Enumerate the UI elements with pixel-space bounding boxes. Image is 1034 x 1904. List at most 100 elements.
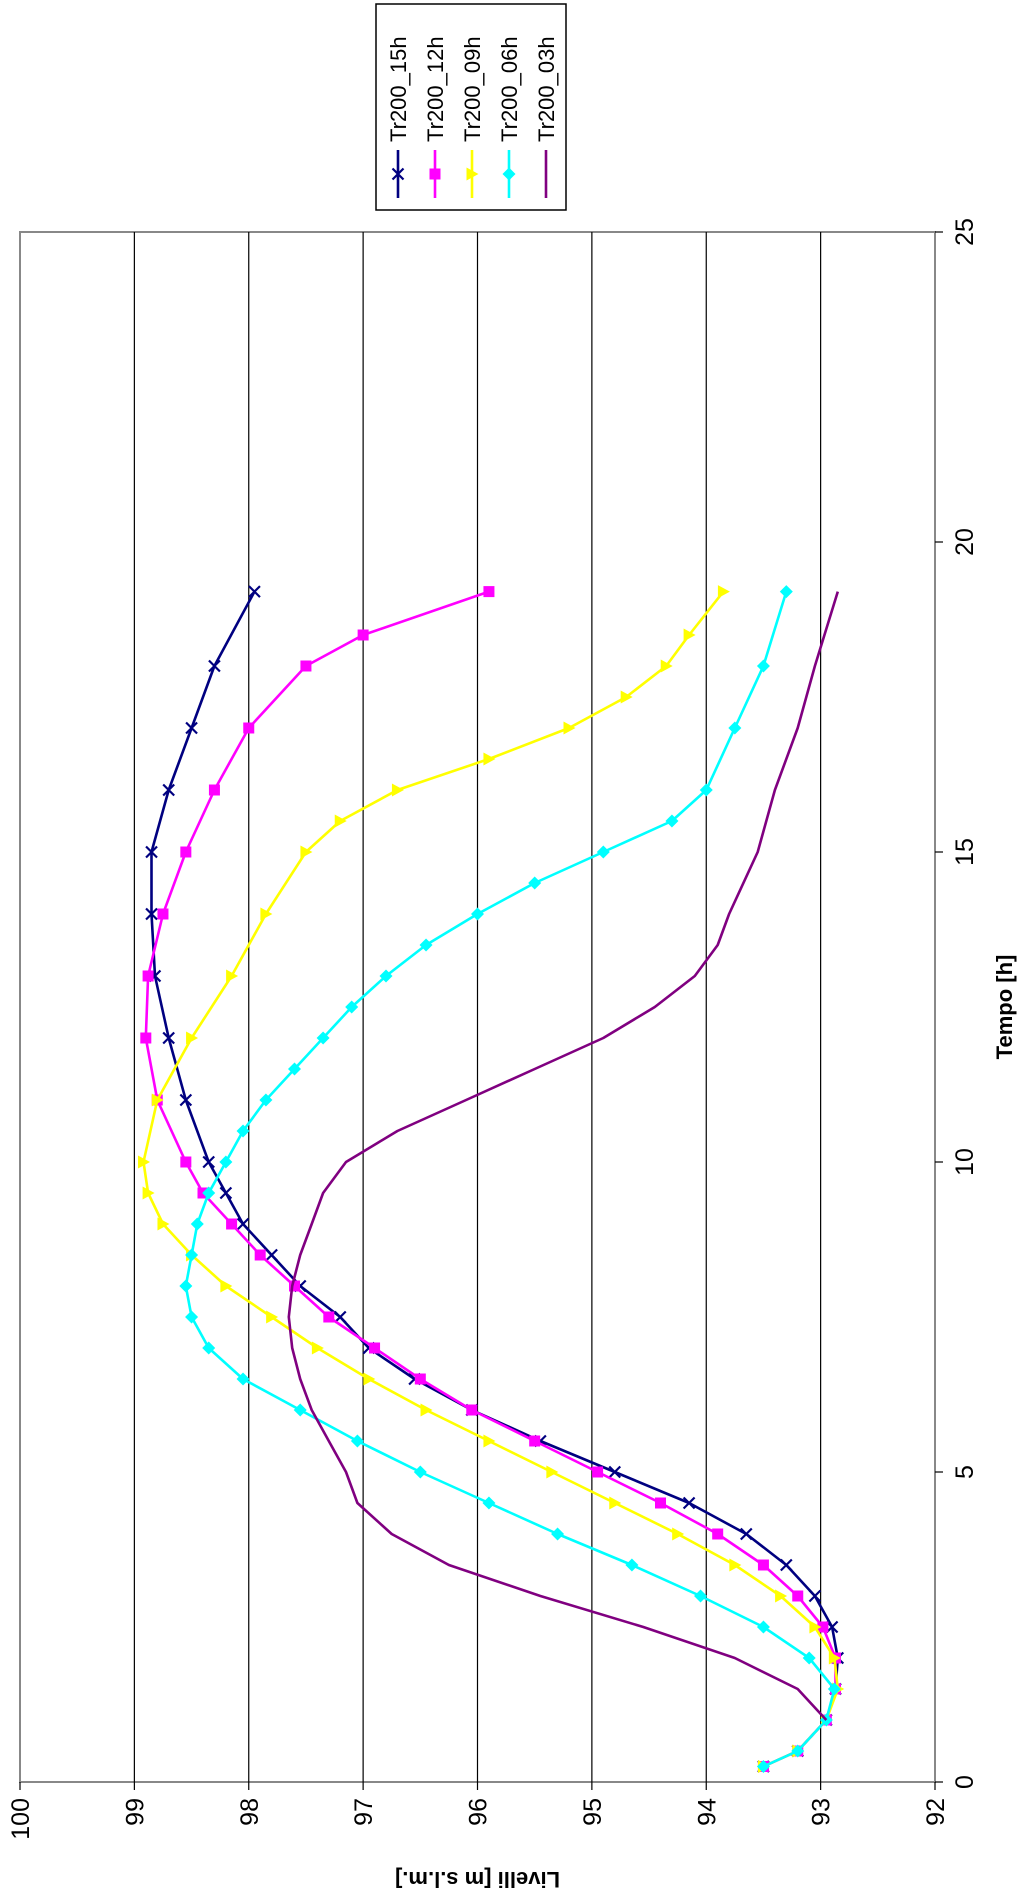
data-point <box>609 1496 622 1510</box>
data-point <box>142 1186 155 1200</box>
x-tick-label: 20 <box>951 528 979 556</box>
series-Tr200_03h <box>287 591 840 1721</box>
data-point <box>288 1062 301 1076</box>
data-point <box>248 585 261 598</box>
data-point <box>180 846 192 858</box>
data-point <box>809 1620 822 1634</box>
data-point <box>219 1186 233 1200</box>
data-point <box>293 1403 307 1417</box>
x-tick-label: 0 <box>951 1775 979 1789</box>
data-point <box>563 721 576 735</box>
x-tick-label: 15 <box>951 838 979 866</box>
data-point <box>466 167 479 181</box>
data-point <box>185 1248 199 1262</box>
data-point <box>186 1031 199 1045</box>
data-point <box>323 1311 335 1323</box>
data-point <box>333 1310 347 1324</box>
data-point <box>316 1031 330 1045</box>
x-tick-label: 5 <box>951 1465 979 1479</box>
data-point <box>259 1093 273 1107</box>
data-point <box>413 1465 427 1479</box>
data-point <box>419 938 433 952</box>
data-point <box>202 1341 216 1355</box>
series-group <box>138 585 845 1773</box>
y-tick-label: 98 <box>236 1798 264 1826</box>
data-point <box>185 1310 199 1324</box>
data-point <box>502 167 516 181</box>
data-point <box>608 1465 622 1479</box>
legend-entry-Tr200_09h: Tr200_09h <box>460 36 485 198</box>
data-point <box>827 1682 841 1696</box>
y-tick-label: 96 <box>465 1798 493 1826</box>
data-point <box>379 969 393 983</box>
data-point <box>665 814 679 828</box>
data-point <box>162 783 175 797</box>
data-point <box>482 1496 496 1510</box>
data-point <box>817 1621 829 1633</box>
legend-label: Tr200_06h <box>497 36 522 142</box>
series-line <box>184 591 836 1768</box>
data-point <box>236 1217 250 1231</box>
y-tick-label: 97 <box>350 1798 378 1826</box>
data-point <box>208 784 220 796</box>
y-axis-title: Livelli [m s.l.m.] <box>395 1867 560 1892</box>
series-line <box>142 590 840 1768</box>
series-line <box>150 590 840 1768</box>
data-point <box>672 1527 685 1541</box>
data-point <box>528 876 542 890</box>
y-tick-label: 92 <box>922 1798 950 1826</box>
data-point <box>226 969 239 983</box>
data-point <box>236 1372 250 1386</box>
data-point <box>471 907 484 921</box>
data-point <box>208 659 221 673</box>
data-point <box>300 845 313 859</box>
data-point <box>694 1589 708 1603</box>
data-point <box>300 660 312 672</box>
data-point <box>660 659 673 673</box>
data-point <box>345 1000 359 1014</box>
data-point <box>808 1589 822 1603</box>
data-point <box>334 814 347 828</box>
data-point <box>712 1528 724 1540</box>
legend-label: Tr200_12h <box>423 36 448 142</box>
data-point <box>483 752 496 766</box>
data-point <box>728 721 742 735</box>
data-point <box>757 1559 769 1571</box>
data-point <box>828 1651 841 1665</box>
data-point <box>369 1342 381 1354</box>
data-point <box>792 1590 804 1602</box>
y-tick-label: 93 <box>808 1798 836 1826</box>
series-Tr200_06h <box>179 585 841 1773</box>
data-point <box>220 1279 233 1293</box>
data-point <box>740 1527 753 1541</box>
data-point <box>236 1124 250 1138</box>
legend-entry-Tr200_15h: Tr200_15h <box>386 36 411 198</box>
data-point <box>138 1155 151 1169</box>
y-tick-label: 95 <box>579 1798 607 1826</box>
data-point <box>699 783 713 797</box>
data-point <box>266 1310 279 1324</box>
data-point <box>311 1341 324 1355</box>
series-line <box>287 591 840 1721</box>
y-tick-label: 94 <box>693 1798 721 1826</box>
legend-entry-Tr200_06h: Tr200_06h <box>497 36 522 198</box>
data-point <box>529 1435 541 1447</box>
data-point <box>254 1249 266 1261</box>
data-point <box>157 1217 170 1231</box>
data-point <box>202 1186 216 1200</box>
data-point <box>756 1620 770 1634</box>
data-point <box>551 1527 565 1541</box>
data-point <box>157 908 169 920</box>
data-point <box>145 907 158 921</box>
data-point <box>162 1031 175 1045</box>
data-point <box>592 1466 604 1478</box>
x-tick-label: 10 <box>951 1148 979 1176</box>
data-point <box>391 783 404 797</box>
data-point <box>791 1744 805 1758</box>
data-point <box>620 690 633 704</box>
data-point <box>180 1156 192 1168</box>
data-point <box>265 1248 278 1262</box>
data-point <box>179 1093 193 1107</box>
plot-area <box>19 231 936 1783</box>
